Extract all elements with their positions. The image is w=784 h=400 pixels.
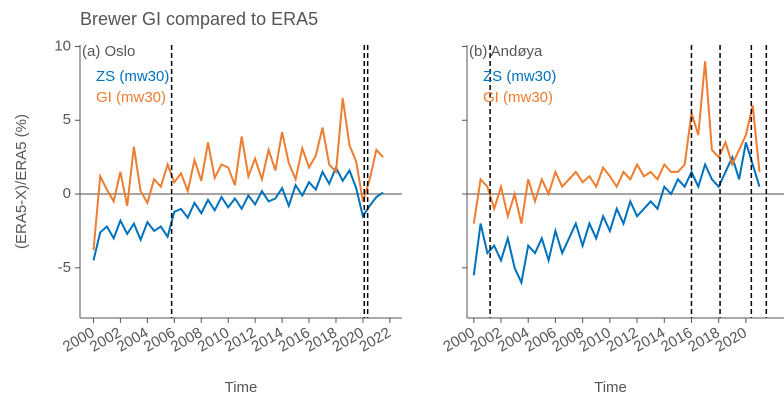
x-axis-label: Time [225,379,258,396]
legend-entry: GI (mw30) [483,89,553,106]
series-line [472,61,761,224]
legend-entry: ZS (mw30) [96,68,169,85]
legend-entry: ZS (mw30) [483,68,556,85]
series-line [92,97,384,251]
chart-title: Brewer GI compared to ERA5 [80,9,318,29]
y-tick-label: 10 [54,37,71,54]
y-tick-label: 0 [63,185,71,202]
plot-area [467,45,784,318]
series-line [472,142,761,286]
y-axis-label: (ERA5-X)/ERA5 (%) [13,114,30,249]
x-tick-label: 2022 [356,324,393,355]
legend-entry: GI (mw30) [96,89,166,106]
series-line [92,165,384,261]
x-axis-label: Time [594,379,627,396]
x-tick-label: 2020 [712,324,749,355]
y-tick-label: -5 [58,259,71,276]
plot-area [80,45,402,318]
panel-label: (a) Oslo [82,43,135,60]
y-tick-label: 5 [63,111,71,128]
panel-label: (b) Andøya [469,43,543,60]
